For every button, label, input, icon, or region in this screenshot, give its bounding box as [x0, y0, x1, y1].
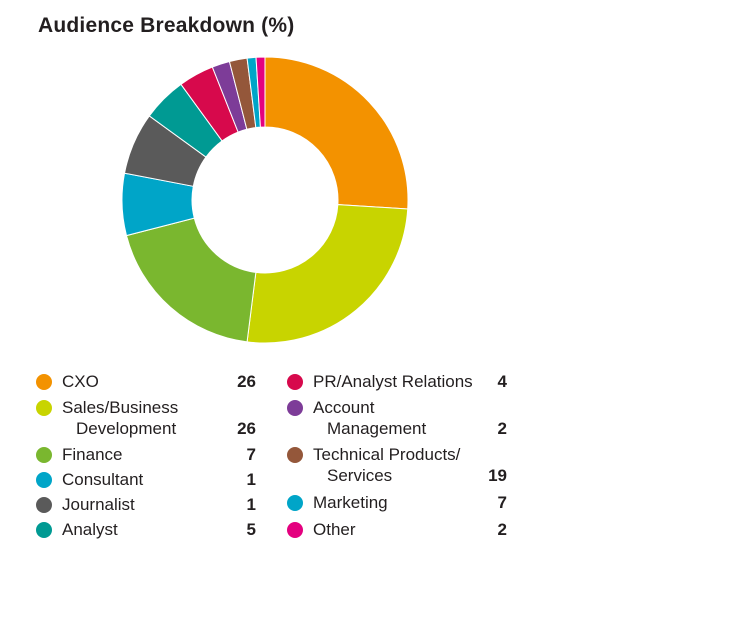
chart-title: Audience Breakdown (%) [38, 14, 295, 37]
legend-swatch [36, 400, 52, 416]
legend-label: Analyst [62, 520, 118, 539]
legend-label: Technical Products/ [313, 445, 461, 464]
legend-item: CXO 26 [36, 372, 266, 394]
legend-right: PR/Analyst Relations 4 Account Management 2 T… [287, 372, 517, 552]
legend-item: Technical Products/Services 19 [287, 445, 517, 489]
legend-value: 2 [497, 520, 507, 539]
legend-label: Finance [62, 445, 123, 464]
legend-label: Marketing [313, 493, 388, 512]
legend-label: Consultant [62, 470, 144, 489]
legend-label: CXO [62, 372, 99, 391]
legend-value: 4 [497, 372, 507, 391]
legend-item: PR/Analyst Relations 4 [287, 372, 517, 394]
legend-item: Account Management 2 [287, 398, 517, 442]
legend-item: Marketing 7 [287, 493, 517, 515]
legend-item: Analyst 5 [36, 520, 266, 542]
legend-swatch [36, 472, 52, 488]
legend-swatch [287, 374, 303, 390]
legend-swatch [287, 400, 303, 416]
legend-swatch [36, 497, 52, 513]
legend-swatch [287, 495, 303, 511]
legend-item: Journalist 1 [36, 495, 266, 517]
pie-slice-cxo [264, 56, 409, 210]
pie-slice-sales-business-development [246, 204, 409, 344]
legend-label: Sales/Business [62, 398, 179, 417]
legend-label: Other [313, 520, 356, 539]
legend-value: 26 [237, 419, 256, 438]
legend-value: 1 [246, 495, 256, 514]
legend-value: 19 [488, 466, 507, 485]
legend-swatch [36, 522, 52, 538]
legend-swatch [36, 374, 52, 390]
legend-value: 7 [497, 493, 507, 512]
legend-label: PR/Analyst Relations [313, 372, 473, 391]
legend-label: Management [327, 419, 427, 438]
pie-slice-finance [125, 217, 257, 343]
legend-swatch [287, 447, 303, 463]
legend-left: CXO 26 Sales/Business Development 26 Finance 7… [36, 372, 266, 552]
donut-chart [121, 56, 409, 344]
legend-item: Consultant 1 [36, 470, 266, 492]
legend-value: 1 [246, 470, 256, 489]
legend-label: Journalist [62, 495, 135, 514]
pie-slice-other [255, 56, 266, 128]
legend-label: Account [313, 398, 375, 417]
legend-label: Development [76, 419, 177, 438]
legend-item: Finance 7 [36, 445, 266, 467]
legend-label: Services [327, 466, 393, 485]
legend-value: 2 [497, 419, 507, 438]
legend-swatch [287, 522, 303, 538]
legend-item: Sales/Business Development 26 [36, 398, 266, 442]
legend-swatch [36, 447, 52, 463]
legend-value: 26 [237, 372, 256, 391]
legend-value: 5 [246, 520, 256, 539]
legend-item: Other 2 [287, 520, 517, 542]
legend-value: 7 [246, 445, 256, 464]
